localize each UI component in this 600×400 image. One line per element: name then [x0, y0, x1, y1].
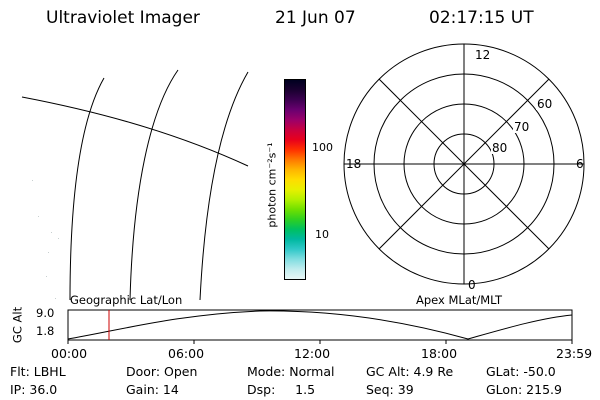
time-label: 02:17:15 UT [429, 8, 534, 28]
longitude-line-1 [69, 77, 105, 300]
timeline-xtick-2359: 23:59 [556, 346, 593, 361]
info-gcalt: GC Alt: 4.9 Re [366, 364, 454, 379]
lat-label-80: 80 [492, 141, 507, 155]
info-door: Door: Open [126, 364, 198, 379]
timeline-xtick-0600: 06:00 [168, 346, 205, 361]
info-dsp: Dsp: 1.5 [247, 382, 316, 397]
longitude-line-2 [129, 69, 179, 300]
info-flt: Flt: LBHL [10, 364, 66, 379]
colorbar-label: photon cm⁻²s⁻¹ [265, 142, 279, 228]
mlt-label-12: 12 [475, 48, 490, 62]
info-gain: Gain: 14 [126, 382, 179, 397]
lat-label-60: 60 [537, 97, 552, 111]
colorbar [284, 79, 306, 280]
lat-label-70: 70 [514, 120, 529, 134]
info-mode: Mode: Normal [247, 364, 335, 379]
apex-label: Apex MLat/MLT [416, 293, 503, 307]
date-label: 21 Jun 07 [275, 8, 356, 28]
timeline-xtick-1200: 12:00 [294, 346, 331, 361]
instrument-title: Ultraviolet Imager [46, 8, 200, 28]
altitude-curve [67, 310, 573, 340]
colorbar-gradient [285, 80, 305, 279]
timeline-xtick-1800: 18:00 [421, 346, 458, 361]
longitude-line-3 [199, 71, 249, 300]
latitude-line [21, 96, 249, 167]
faint-dots [32, 180, 59, 299]
polar-diagonal-2 [378, 78, 550, 250]
timeline-ytick-max: 9.0 [36, 306, 55, 320]
info-ip: IP: 36.0 [10, 382, 58, 397]
info-glat: GLat: -50.0 [486, 364, 556, 379]
colorbar-tick-100: 100 [312, 141, 333, 154]
timeline-ytick-min: 1.8 [36, 324, 55, 338]
mlt-label-18: 18 [346, 157, 361, 171]
geographic-map [21, 69, 249, 300]
colorbar-tick-10: 10 [315, 228, 329, 241]
mlt-label-6: 6 [576, 157, 584, 171]
info-glon: GLon: 215.9 [486, 382, 562, 397]
timeline-ylabel: GC Alt [10, 306, 25, 344]
info-seq: Seq: 39 [366, 382, 414, 397]
timeline-xtick-0000: 00:00 [51, 346, 88, 361]
polar-plot: 12 60 70 80 18 6 0 [343, 43, 585, 292]
timeline-plot [67, 309, 573, 344]
mlt-label-0: 0 [468, 278, 476, 292]
geographic-label: Geographic Lat/Lon [70, 293, 183, 307]
